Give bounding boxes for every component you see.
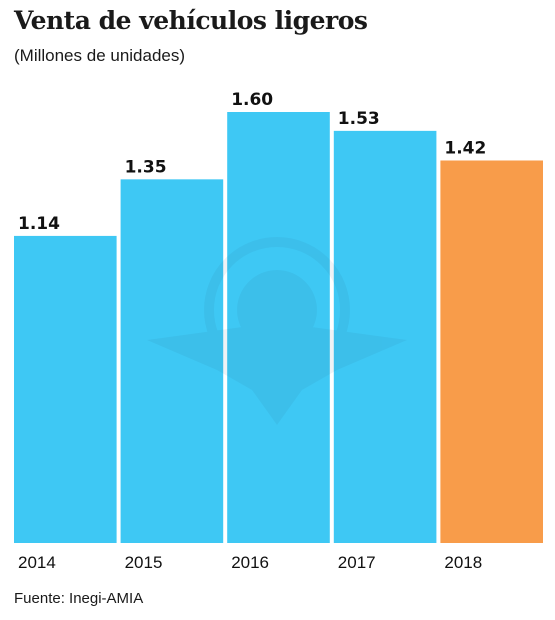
eagle-emblem-watermark-icon [147,237,407,425]
bars-group [14,112,543,544]
x-axis-ticks-group: 2014 2015 2016 2017 2018 [18,553,482,572]
value-label-2018: 1.42 [444,138,486,158]
x-tick-label-2015: 2015 [125,553,163,572]
value-labels-group: 1.14 1.35 1.60 1.53 1.42 [18,90,486,234]
value-label-2014: 1.14 [18,214,60,234]
bar-2015 [120,179,224,543]
chart-subtitle: (Millones de unidades) [14,46,186,65]
value-label-2017: 1.53 [338,109,380,129]
bar-2016 [227,112,330,543]
source-note: Fuente: Inegi-AMIA [14,590,144,607]
value-label-2015: 1.35 [125,157,167,177]
x-tick-label-2017: 2017 [338,553,376,572]
bar-2017 [333,130,437,544]
value-label-2016: 1.60 [231,90,273,110]
chart-title: Venta de vehículos ligeros [14,6,368,35]
x-tick-label-2018: 2018 [444,553,482,572]
x-tick-label-2014: 2014 [18,553,56,572]
bar-2014 [14,235,117,543]
x-tick-label-2016: 2016 [231,553,269,572]
bar-2018 [440,160,543,544]
